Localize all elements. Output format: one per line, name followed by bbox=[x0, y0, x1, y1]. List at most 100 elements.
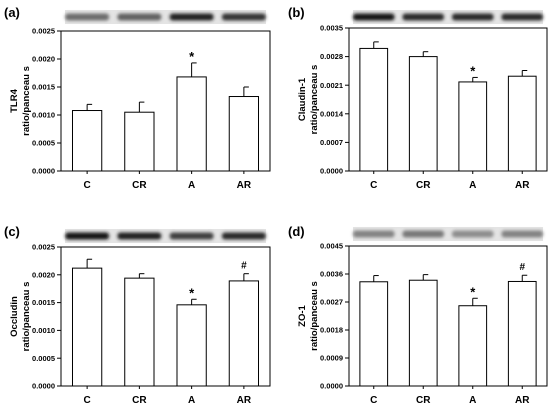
y-tick-label: 0.0005 bbox=[32, 139, 55, 148]
blot-band bbox=[501, 230, 544, 238]
blot-band bbox=[65, 232, 110, 240]
western-blot bbox=[352, 10, 544, 24]
bar-c bbox=[359, 281, 389, 387]
blot-background bbox=[353, 227, 543, 241]
y-tick-label: 0.0007 bbox=[320, 138, 343, 147]
plot-frame bbox=[348, 245, 548, 387]
bar-cr bbox=[124, 111, 155, 172]
y-axis-label-line: TLR4 bbox=[9, 88, 20, 112]
panel-2: (b) Claudin-1 ratio/panceau s 0.0000 0.0007 0… bbox=[288, 5, 548, 191]
y-axis-label-line: Claudin-1 bbox=[297, 77, 308, 121]
panel-letter: (d) bbox=[288, 224, 305, 239]
y-tick-label: 0.0015 bbox=[32, 83, 55, 92]
y-tick-label: 0.0014 bbox=[320, 109, 344, 118]
panel-1: (a) TLR4 ratio/panceau s 0.0000 0.0005 0.0010… bbox=[4, 5, 271, 191]
blot-band bbox=[402, 13, 445, 21]
y-tick-label: 0.0000 bbox=[320, 167, 343, 176]
y-tick-label: 0.0028 bbox=[320, 52, 343, 61]
y-axis-label-line: ratio/panceau s bbox=[21, 66, 32, 136]
blot-band bbox=[117, 13, 162, 21]
significance-hash: # bbox=[519, 262, 525, 273]
x-category-label: CR bbox=[132, 395, 147, 406]
significance-star: * bbox=[189, 49, 195, 64]
y-tick-label: 0.0027 bbox=[320, 298, 343, 307]
plot-frame bbox=[348, 27, 548, 172]
y-tick-label: 0.0020 bbox=[32, 270, 55, 279]
y-tick-label: 0.0035 bbox=[320, 24, 343, 33]
y-tick-label: 0.0009 bbox=[320, 354, 343, 363]
bar-c bbox=[71, 267, 103, 387]
x-category-label: AR bbox=[515, 180, 530, 191]
y-axis-label: ZO-1 ratio/panceau s bbox=[297, 281, 320, 351]
blot-band bbox=[451, 13, 494, 21]
western-blot bbox=[65, 10, 266, 24]
x-category-label: AR bbox=[515, 395, 530, 406]
bar-a bbox=[458, 81, 488, 172]
y-tick-label: 0.0010 bbox=[32, 326, 55, 335]
western-blot bbox=[352, 227, 544, 241]
western-blot bbox=[65, 229, 266, 243]
y-tick-label: 0.0021 bbox=[320, 81, 343, 90]
y-tick-label: 0.0000 bbox=[32, 167, 55, 176]
blot-band bbox=[169, 13, 214, 21]
y-axis-label: Occludin ratio/panceau s bbox=[9, 282, 32, 352]
y-tick-label: 0.0018 bbox=[320, 326, 343, 335]
bar-c bbox=[71, 110, 103, 172]
significance-star: * bbox=[470, 284, 476, 299]
blot-background bbox=[65, 10, 266, 24]
blot-band bbox=[451, 230, 494, 238]
bar-ar bbox=[228, 280, 260, 387]
bar-cr bbox=[408, 56, 438, 172]
y-axis-label: TLR4 ratio/panceau s bbox=[9, 66, 32, 136]
blot-band bbox=[65, 13, 110, 21]
x-category-label: C bbox=[370, 395, 377, 406]
plot-frame bbox=[60, 246, 271, 387]
y-tick-label: 0.0015 bbox=[32, 298, 55, 307]
bar-c bbox=[359, 47, 389, 172]
blot-band bbox=[501, 13, 544, 21]
y-axis-label-line: ZO-1 bbox=[297, 304, 308, 326]
blot-band bbox=[117, 232, 162, 240]
y-tick-label: 0.0045 bbox=[320, 242, 343, 251]
plot-frame bbox=[60, 30, 271, 172]
significance-star: * bbox=[470, 63, 476, 78]
bar-cr bbox=[408, 279, 438, 387]
y-tick-label: 0.0020 bbox=[32, 55, 55, 64]
y-tick-label: 0.0005 bbox=[32, 354, 55, 363]
blot-band bbox=[169, 232, 214, 240]
x-category-label: A bbox=[469, 180, 476, 191]
y-axis-label-line: ratio/panceau s bbox=[309, 65, 320, 135]
y-axis-label-line: ratio/panceau s bbox=[21, 282, 32, 352]
bar-a bbox=[176, 76, 207, 172]
x-category-label: AR bbox=[237, 395, 252, 406]
y-tick-label: 0.0010 bbox=[32, 111, 55, 120]
panel-letter: (b) bbox=[288, 5, 305, 20]
blot-band bbox=[352, 13, 395, 21]
y-tick-label: 0.0000 bbox=[320, 382, 343, 391]
significance-star: * bbox=[189, 285, 195, 300]
y-tick-label: 0.0025 bbox=[32, 27, 55, 36]
panel-3: (c) Occludin ratio/panceau s 0.0000 0.0005 0.… bbox=[4, 224, 271, 406]
y-axis-label: Claudin-1 ratio/panceau s bbox=[297, 65, 320, 135]
x-category-label: C bbox=[84, 395, 91, 406]
x-category-label: AR bbox=[237, 180, 252, 191]
y-axis-label-line: Occludin bbox=[9, 296, 20, 337]
blot-background bbox=[353, 10, 543, 24]
significance-hash: # bbox=[241, 261, 247, 272]
blot-band bbox=[402, 230, 445, 238]
bar-ar bbox=[507, 280, 537, 387]
x-category-label: C bbox=[370, 180, 377, 191]
bar-ar bbox=[228, 96, 260, 172]
bar-a bbox=[458, 305, 488, 387]
x-category-label: A bbox=[188, 180, 195, 191]
x-category-label: A bbox=[469, 395, 476, 406]
y-tick-label: 0.0025 bbox=[32, 243, 55, 252]
panel-4: (d) ZO-1 ratio/panceau s 0.0000 0.0009 0.0018… bbox=[288, 224, 548, 406]
blot-band bbox=[221, 13, 266, 21]
blot-band bbox=[221, 232, 266, 240]
x-category-label: CR bbox=[416, 395, 431, 406]
bar-ar bbox=[507, 75, 537, 172]
x-category-label: C bbox=[84, 180, 91, 191]
x-category-label: CR bbox=[416, 180, 431, 191]
x-category-label: CR bbox=[132, 180, 147, 191]
